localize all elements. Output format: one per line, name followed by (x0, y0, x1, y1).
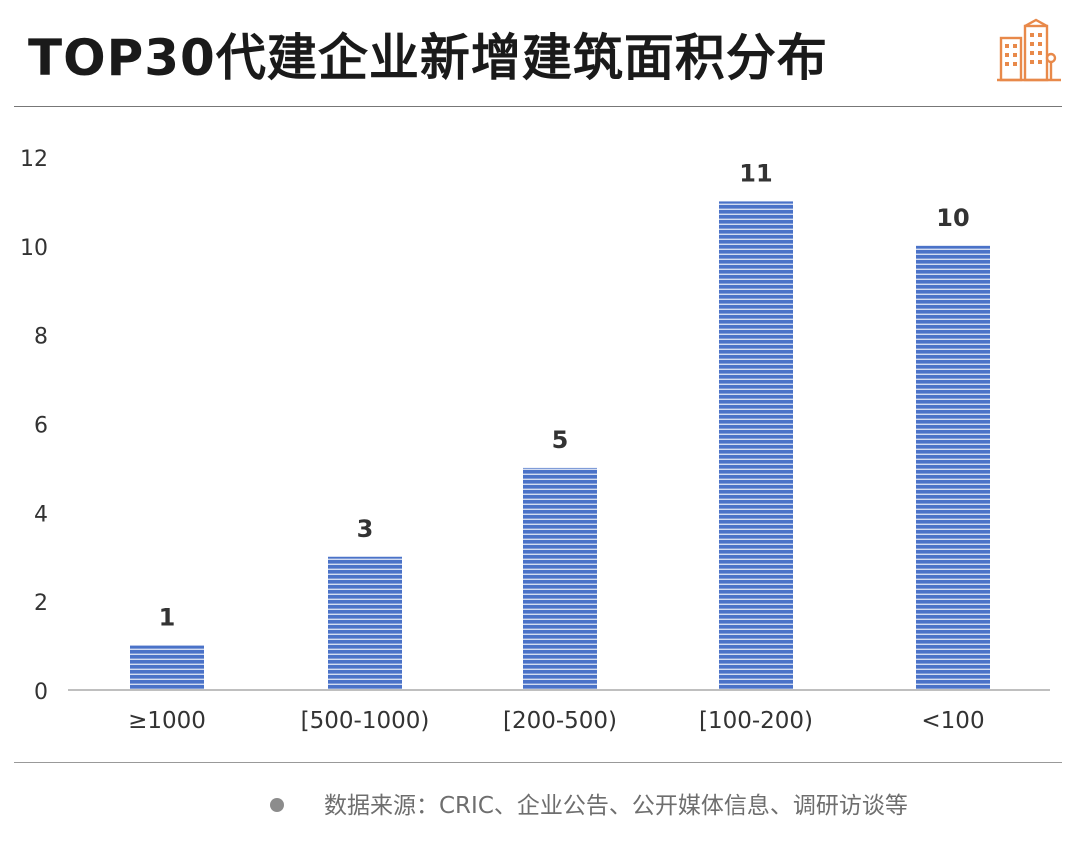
y-tick-label-0: 0 (34, 680, 48, 705)
header-divider (14, 106, 1062, 107)
bar-5 (916, 245, 990, 690)
y-tick-label-2: 2 (34, 591, 48, 616)
bar-4 (719, 201, 793, 690)
data-label-1: 1 (159, 604, 176, 632)
bullet-dot-icon (270, 797, 284, 812)
data-label-2: 3 (357, 515, 374, 543)
data-label-5: 10 (936, 204, 969, 232)
bar-1 (130, 645, 204, 690)
page-title: TOP30代建企业新增建筑面积分布 (28, 29, 828, 87)
y-tick-label-12: 12 (20, 147, 48, 172)
x-tick-label-1: ≥1000 (128, 708, 206, 734)
city-buildings-icon (997, 18, 1061, 82)
x-tick-label-4: [100-200) (699, 708, 813, 734)
x-tick-label-2: [500-1000) (301, 708, 430, 734)
y-tick-label-6: 6 (34, 414, 48, 439)
bar-chart: 0 2 4 6 8 10 12 1 3 5 11 10 ≥1000 [500-1000) [200-50… (20, 147, 1050, 734)
y-tick-label-10: 10 (20, 236, 48, 261)
y-tick-label-4: 4 (34, 502, 48, 527)
source-text: 数据来源：CRIC、企业公告、公开媒体信息、调研访谈等 (324, 793, 908, 819)
bar-3 (523, 467, 597, 690)
bar-2 (328, 556, 402, 690)
x-tick-label-3: [200-500) (503, 708, 617, 734)
y-tick-label-8: 8 (34, 325, 48, 350)
data-label-4: 11 (739, 159, 772, 187)
footer-divider (14, 762, 1062, 763)
x-tick-label-5: <100 (921, 708, 984, 734)
source-note: 数据来源：CRIC、企业公告、公开媒体信息、调研访谈等 (270, 786, 908, 820)
data-label-3: 5 (552, 426, 569, 454)
